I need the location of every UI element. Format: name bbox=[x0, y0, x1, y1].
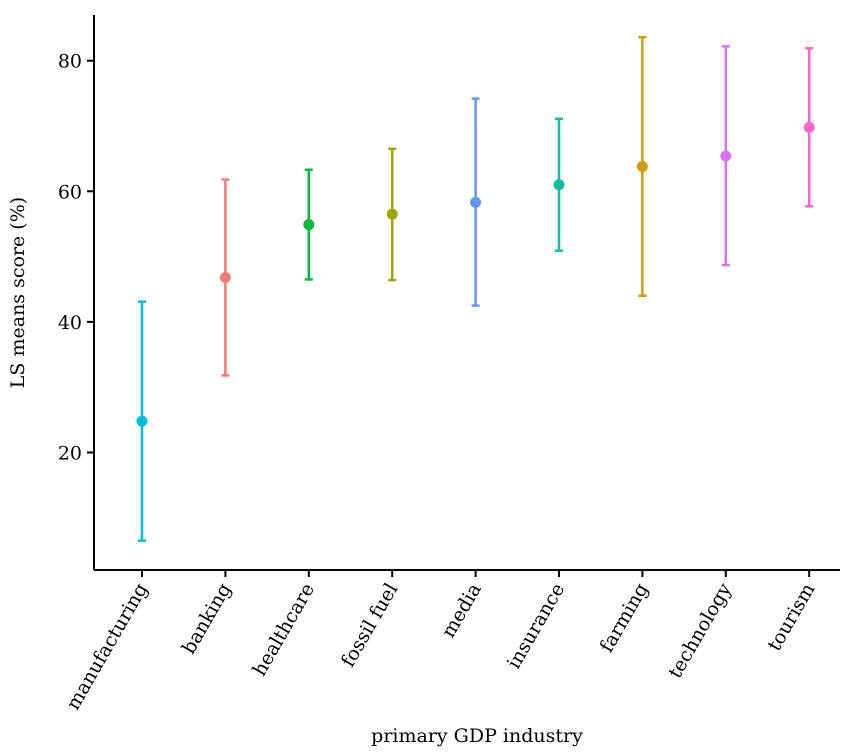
y-tick-label: 40 bbox=[58, 312, 82, 334]
y-tick-label: 80 bbox=[58, 51, 82, 73]
y-axis-title: LS means score (%) bbox=[7, 197, 29, 388]
y-tick-label: 60 bbox=[58, 181, 82, 203]
x-tick-label: media bbox=[437, 580, 485, 642]
error-bar-media bbox=[470, 97, 482, 307]
y-axis-ticks: 20 40 60 80 bbox=[58, 51, 94, 464]
x-tick-label: farming bbox=[596, 580, 653, 657]
x-tick-label: fossil fuel bbox=[337, 580, 402, 671]
mean-point bbox=[553, 179, 565, 191]
x-axis-title: primary GDP industry bbox=[371, 725, 583, 747]
x-tick-label: technology bbox=[664, 579, 736, 682]
x-tick-label: healthcare bbox=[249, 580, 320, 680]
x-tick-label: banking bbox=[178, 580, 236, 658]
mean-point bbox=[136, 415, 148, 427]
error-bar-healthcare bbox=[303, 168, 315, 281]
mean-point bbox=[636, 160, 648, 172]
error-bar-farming bbox=[636, 35, 648, 298]
x-axis-ticks: manufacturing banking healthcare fossil fue… bbox=[62, 570, 820, 714]
mean-point bbox=[470, 196, 482, 208]
y-tick-label: 20 bbox=[58, 442, 82, 464]
error-bar-tourism bbox=[803, 47, 815, 208]
mean-point bbox=[219, 271, 231, 283]
mean-point bbox=[803, 121, 815, 133]
mean-point bbox=[720, 150, 732, 162]
mean-point bbox=[386, 208, 398, 220]
x-tick-label: insurance bbox=[503, 580, 569, 673]
error-bar-technology bbox=[720, 45, 732, 267]
error-bar-banking bbox=[219, 178, 231, 377]
x-tick-label: tourism bbox=[763, 580, 819, 655]
mean-point bbox=[303, 219, 315, 231]
error-bar-fossil-fuel bbox=[386, 147, 398, 282]
error-bar-manufacturing bbox=[136, 300, 148, 542]
x-tick-label: manufacturing bbox=[62, 580, 152, 714]
data-marks bbox=[136, 35, 815, 542]
error-bar-insurance bbox=[553, 117, 565, 252]
